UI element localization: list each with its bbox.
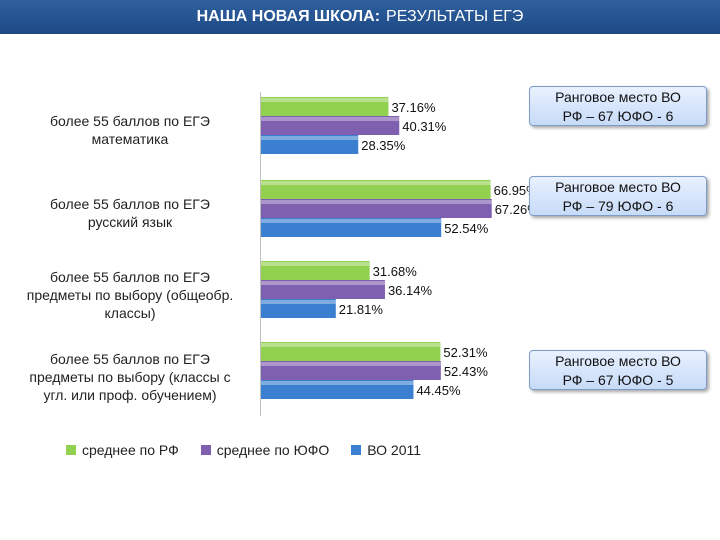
data-label-vo-elective-general: 21.81%: [339, 302, 384, 317]
bar-rf-russian: [261, 180, 491, 199]
bar-vo-elective-general: [261, 299, 336, 318]
data-label-vo-math: 28.35%: [361, 138, 406, 153]
bar-vo-math: [261, 135, 359, 154]
bar-highlight-rf-elective-general: [261, 262, 370, 266]
bar-vo-russian: [261, 218, 442, 237]
legend: среднее по РФ среднее по ЮФО ВО 2011: [66, 442, 443, 458]
bar-rf-elective-specialized: [261, 342, 441, 361]
bar-yufo-elective-specialized: [261, 361, 441, 380]
data-label-vo-russian: 52.54%: [444, 221, 489, 236]
legend-swatch-rf: [66, 445, 76, 455]
legend-label-rf: среднее по РФ: [82, 442, 179, 458]
bar-yufo-math: [261, 116, 400, 135]
legend-label-vo: ВО 2011: [367, 442, 422, 458]
title-rest: РЕЗУЛЬТАТЫ ЕГЭ: [386, 8, 524, 25]
data-label-rf-elective-general: 31.68%: [373, 264, 418, 279]
bar-highlight-vo-elective-general: [261, 300, 336, 304]
bar-highlight-rf-russian: [261, 181, 491, 185]
bar-highlight-yufo-russian: [261, 200, 492, 204]
bar-yufo-elective-general: [261, 280, 385, 299]
legend-item-rf: среднее по РФ: [66, 442, 179, 458]
bar-highlight-yufo-elective-specialized: [261, 362, 441, 366]
rank-box-math: Ранговое место ВО РФ – 67 ЮФО - 6: [529, 86, 707, 126]
legend-swatch-vo: [351, 445, 362, 455]
bar-highlight-vo-elective-specialized: [261, 381, 414, 385]
data-label-yufo-math: 40.31%: [402, 119, 447, 134]
data-label-rf-math: 37.16%: [391, 100, 436, 115]
category-label-russian: более 55 баллов по ЕГЭ русский язык: [50, 196, 210, 230]
bar-highlight-vo-math: [261, 136, 359, 140]
category-label-elective-general: более 55 баллов по ЕГЭ предметы по выбор…: [26, 269, 234, 321]
bar-rf-math: [261, 97, 389, 116]
category-label-elective-specialized: более 55 баллов по ЕГЭ предметы по выбор…: [29, 351, 231, 403]
bar-vo-elective-specialized: [261, 380, 414, 399]
category-axis: [260, 92, 261, 416]
title-bold: НАША НОВАЯ ШКОЛА:: [196, 8, 381, 25]
data-label-yufo-elective-general: 36.14%: [388, 283, 433, 298]
header-bar: НАША НОВАЯ ШКОЛА: РЕЗУЛЬТАТЫ ЕГЭ: [0, 0, 720, 34]
legend-swatch-yufo: [200, 445, 211, 455]
data-label-yufo-russian: 67.26%: [495, 202, 540, 217]
rank-box-elective-specialized: Ранговое место ВО РФ – 67 ЮФО - 5: [529, 350, 707, 390]
legend-item-vo: ВО 2011: [351, 442, 421, 458]
bar-highlight-rf-elective-specialized: [261, 343, 441, 347]
legend-item-yufo: среднее по ЮФО: [200, 442, 330, 458]
data-label-yufo-elective-specialized: 52.43%: [444, 364, 489, 379]
data-label-vo-elective-specialized: 44.45%: [416, 383, 461, 398]
bar-yufo-russian: [261, 199, 492, 218]
data-label-rf-elective-specialized: 52.31%: [443, 345, 488, 360]
rank-box-russian: Ранговое место ВО РФ – 79 ЮФО - 6: [529, 176, 707, 216]
bar-highlight-rf-math: [261, 98, 389, 102]
bar-highlight-vo-russian: [261, 219, 442, 223]
bar-rf-elective-general: [261, 261, 370, 280]
data-label-rf-russian: 66.95%: [494, 183, 539, 198]
legend-label-yufo: среднее по ЮФО: [216, 442, 330, 458]
category-label-math: более 55 баллов по ЕГЭ математика: [50, 113, 210, 147]
bar-highlight-yufo-elective-general: [261, 281, 385, 285]
bar-highlight-yufo-math: [261, 117, 400, 121]
